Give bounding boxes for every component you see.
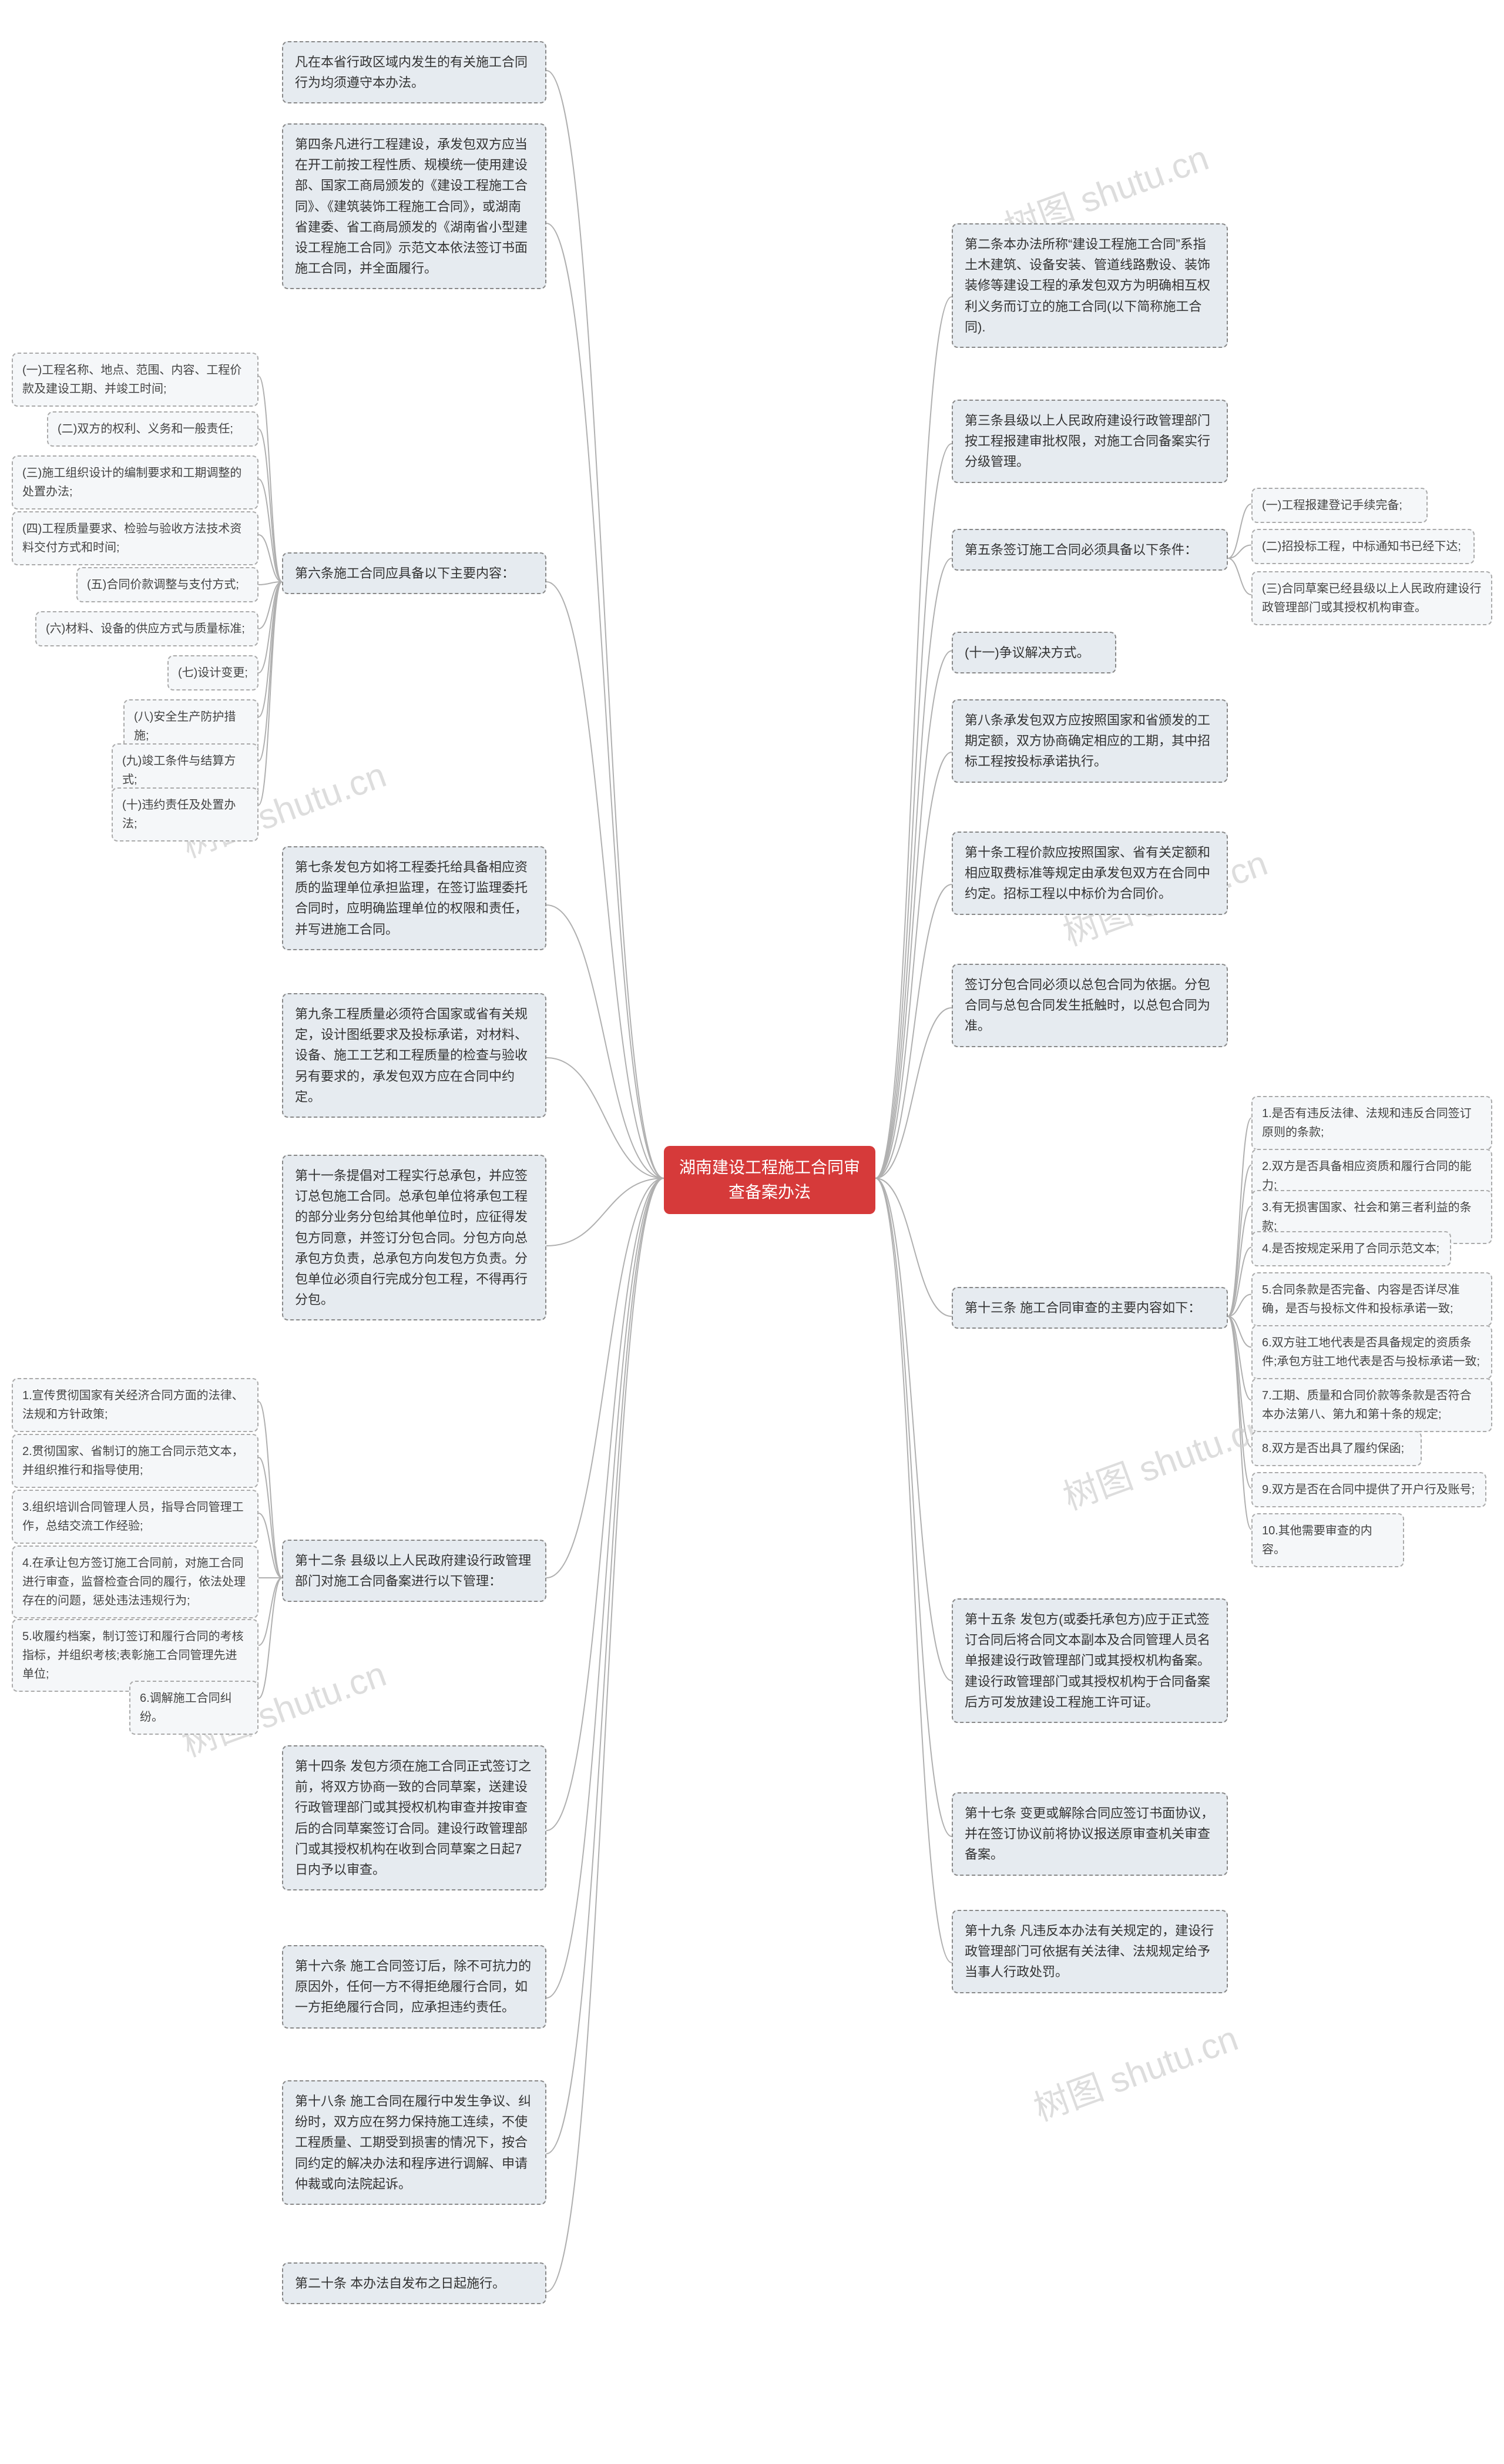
branch-node: 第七条发包方如将工程委托给具备相应资质的监理单位承担监理，在签订监理委托合同时，… [282,846,546,950]
root-node: 湖南建设工程施工合同审查备案办法 [664,1146,875,1214]
leaf-node: 2.贯彻国家、省制订的施工合同示范文本，并组织推行和指导使用; [12,1434,258,1488]
leaf-node: (一)工程名称、地点、范围、内容、工程价款及建设工期、并竣工时间; [12,353,258,407]
leaf-node: 8.双方是否出具了履约保函; [1251,1431,1422,1466]
branch-node: 第十三条 施工合同审查的主要内容如下： [952,1287,1228,1329]
leaf-node: (四)工程质量要求、检验与验收方法技术资料交付方式和时间; [12,511,258,565]
watermark: 树图 shutu.cn [1026,2010,1244,2131]
leaf-node: 9.双方是否在合同中提供了开户行及账号; [1251,1472,1486,1507]
leaf-node: (二)招投标工程，中标通知书已经下达; [1251,529,1475,564]
branch-node: 第十九条 凡违反本办法有关规定的，建设行政管理部门可依据有关法律、法规规定给予当… [952,1910,1228,1993]
branch-node: 第五条签订施工合同必须具备以下条件： [952,529,1228,571]
branch-node: 第十六条 施工合同签订后，除不可抗力的原因外，任何一方不得拒绝履行合同，如一方拒… [282,1945,546,2029]
leaf-node: 5.合同条款是否完备、内容是否详尽准确，是否与投标文件和投标承诺一致; [1251,1272,1492,1326]
leaf-node: 1.是否有违反法律、法规和违反合同签订原则的条款; [1251,1096,1492,1150]
branch-node: 第十八条 施工合同在履行中发生争议、纠纷时，双方应在努力保持施工连续，不使工程质… [282,2080,546,2205]
branch-node: 第四条凡进行工程建设，承发包双方应当在开工前按工程性质、规模统一使用建设部、国家… [282,123,546,289]
branch-node: 第三条县级以上人民政府建设行政管理部门按工程报建审批权限，对施工合同备案实行分级… [952,400,1228,483]
leaf-node: (一)工程报建登记手续完备; [1251,488,1428,523]
leaf-node: 1.宣传贯彻国家有关经济合同方面的法律、法规和方针政策; [12,1378,258,1432]
leaf-node: (三)合同草案已经县级以上人民政府建设行政管理部门或其授权机构审查。 [1251,571,1492,625]
watermark: 树图 shutu.cn [1055,1399,1273,1520]
leaf-node: (五)合同价款调整与支付方式; [76,567,258,602]
branch-node: 第十一条提倡对工程实行总承包，并应签订总包施工合同。总承包单位将承包工程的部分业… [282,1155,546,1320]
leaf-node: (六)材料、设备的供应方式与质量标准; [35,611,258,646]
mindmap-canvas: 树图 shutu.cn树图 shutu.cn树图 shutu.cn树图 shut… [0,0,1504,2464]
leaf-node: 4.是否按规定采用了合同示范文本; [1251,1231,1451,1266]
leaf-node: (二)双方的权利、义务和一般责任; [47,411,258,447]
branch-node: 第十条工程价款应按照国家、省有关定额和相应取费标准等规定由承发包双方在合同中约定… [952,832,1228,915]
branch-node: 第六条施工合同应具备以下主要内容： [282,552,546,594]
branch-node: 第二条本办法所称“建设工程施工合同”系指土木建筑、设备安装、管道线路敷设、装饰装… [952,223,1228,348]
leaf-node: 4.在承让包方签订施工合同前，对施工合同进行审查，监督检查合同的履行，依法处理存… [12,1546,258,1618]
branch-node: 第十五条 发包方(或委托承包方)应于正式签订合同后将合同文本副本及合同管理人员名… [952,1598,1228,1723]
branch-node: 第九条工程质量必须符合国家或省有关规定，设计图纸要求及投标承诺，对材料、设备、施… [282,993,546,1118]
leaf-node: (七)设计变更; [167,655,258,690]
branch-node: 第十七条 变更或解除合同应签订书面协议，并在签订协议前将协议报送原审查机关审查备… [952,1792,1228,1876]
leaf-node: 6.双方驻工地代表是否具备规定的资质条件;承包方驻工地代表是否与投标承诺一致; [1251,1325,1492,1379]
leaf-node: 10.其他需要审查的内容。 [1251,1513,1404,1567]
leaf-node: 6.调解施工合同纠纷。 [129,1681,258,1735]
branch-node: 签订分包合同必须以总包合同为依据。分包合同与总包合同发生抵触时，以总包合同为准。 [952,964,1228,1047]
leaf-node: 7.工期、质量和合同价款等条款是否符合本办法第八、第九和第十条的规定; [1251,1378,1492,1432]
branch-node: 第十四条 发包方须在施工合同正式签订之前，将双方协商一致的合同草案，送建设行政管… [282,1745,546,1890]
branch-node: 第八条承发包双方应按照国家和省颁发的工期定额，双方协商确定相应的工期，其中招标工… [952,699,1228,783]
branch-node: (十一)争议解决方式。 [952,632,1116,673]
branch-node: 第二十条 本办法自发布之日起施行。 [282,2262,546,2304]
branch-node: 凡在本省行政区域内发生的有关施工合同行为均须遵守本办法。 [282,41,546,103]
leaf-node: (十)违约责任及处置办法; [112,787,258,842]
branch-node: 第十二条 县级以上人民政府建设行政管理部门对施工合同备案进行以下管理： [282,1540,546,1602]
leaf-node: (三)施工组织设计的编制要求和工期调整的处置办法; [12,455,258,509]
leaf-node: 3.组织培训合同管理人员，指导合同管理工作，总结交流工作经验; [12,1490,258,1544]
